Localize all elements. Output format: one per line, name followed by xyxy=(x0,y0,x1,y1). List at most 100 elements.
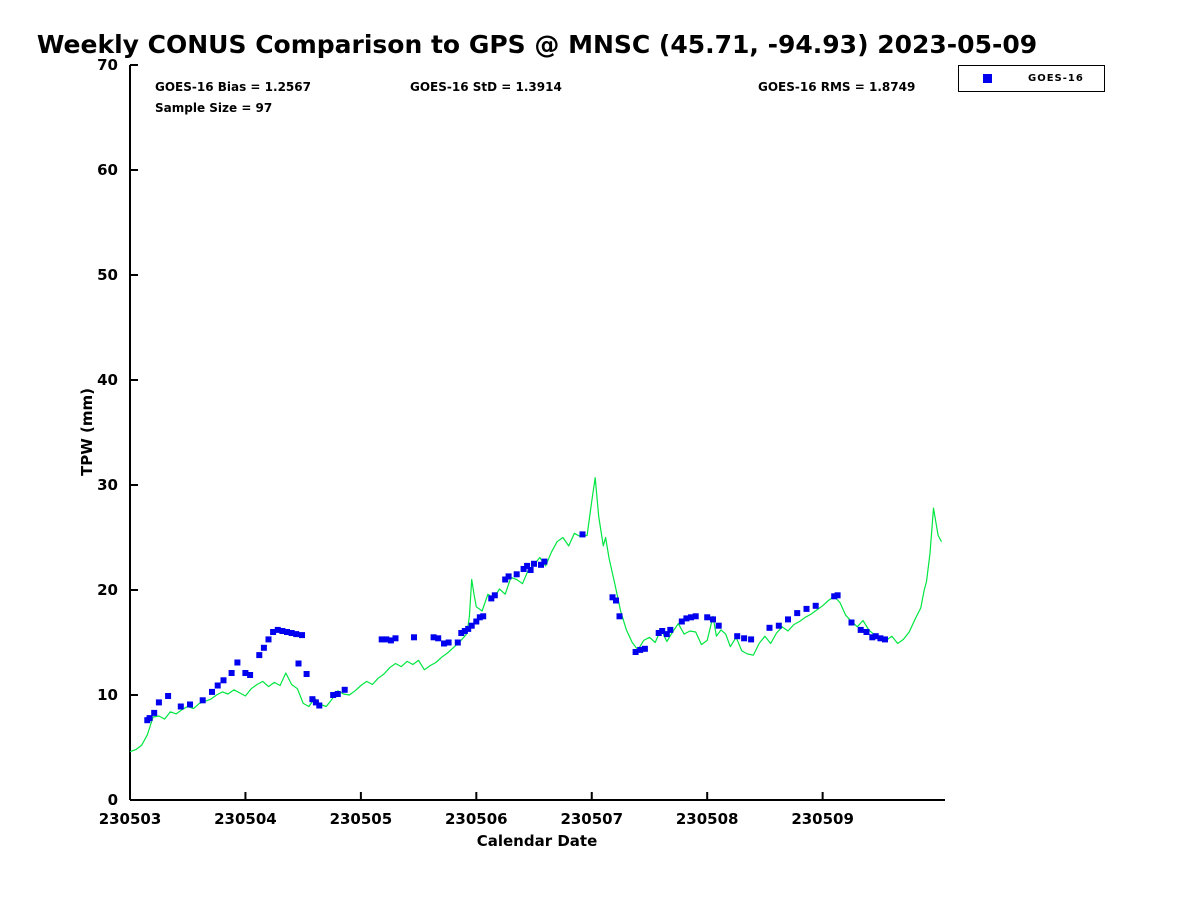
goes16-marker xyxy=(834,592,841,599)
goes16-marker xyxy=(288,630,295,636)
goes16-marker xyxy=(538,561,544,568)
goes16-marker xyxy=(155,699,162,706)
goes16-marker xyxy=(458,630,465,636)
goes16-marker xyxy=(527,567,534,573)
goes16-marker xyxy=(785,616,791,623)
x-tick-label: 230507 xyxy=(560,810,623,828)
goes16-marker xyxy=(312,699,319,706)
goes16-marker xyxy=(692,613,699,620)
goes16-marker xyxy=(863,629,870,635)
rms-annotation: GOES-16 RMS = 1.8749 xyxy=(758,80,916,94)
goes16-marker xyxy=(877,635,884,642)
x-tick-label: 230503 xyxy=(99,810,162,828)
goes16-marker xyxy=(454,639,461,646)
std-annotation: GOES-16 StD = 1.3914 xyxy=(410,80,562,94)
x-axis-label: Calendar Date xyxy=(476,832,598,850)
x-tick-label: 230508 xyxy=(676,810,739,828)
goes16-marker xyxy=(476,614,483,621)
goes16-marker xyxy=(632,649,639,655)
goes16-marker xyxy=(435,635,442,642)
y-tick-label: 0 xyxy=(108,791,118,809)
goes16-marker xyxy=(187,701,193,708)
goes16-marker xyxy=(616,613,623,620)
goes16-marker xyxy=(715,622,722,629)
goes16-marker xyxy=(234,659,241,666)
goes16-marker xyxy=(177,703,184,710)
goes16-marker xyxy=(678,618,685,625)
goes16-marker xyxy=(803,605,810,612)
goes16-marker xyxy=(663,631,670,638)
goes16-marker xyxy=(411,634,417,641)
goes16-marker xyxy=(775,622,782,629)
y-tick-label: 20 xyxy=(97,581,118,599)
goes16-marker xyxy=(848,619,855,626)
legend-entry-label: GOES-16 xyxy=(1028,73,1084,84)
goes16-marker xyxy=(683,615,690,622)
x-tick-label: 230505 xyxy=(330,810,393,828)
sample-size-annotation: Sample Size = 97 xyxy=(155,101,273,115)
goes16-marker xyxy=(330,692,337,698)
goes16-marker xyxy=(309,696,316,703)
goes16-marker xyxy=(531,560,537,567)
goes16-marker xyxy=(465,625,472,632)
goes16-marker xyxy=(688,614,694,621)
goes16-marker xyxy=(468,622,475,629)
goes16-marker xyxy=(220,677,227,684)
goes16-marker xyxy=(378,636,385,643)
goes16-marker xyxy=(655,630,662,636)
goes16-marker xyxy=(445,639,452,646)
goes16-marker xyxy=(260,644,267,651)
y-tick-label: 30 xyxy=(97,476,118,494)
y-tick-label: 50 xyxy=(97,266,118,284)
goes16-marker xyxy=(710,616,716,623)
goes16-marker xyxy=(579,531,586,538)
y-tick-label: 70 xyxy=(97,56,118,74)
goes16-marker xyxy=(209,688,215,695)
goes16-marker xyxy=(766,624,773,631)
x-tick-label: 230506 xyxy=(445,810,508,828)
goes16-marker xyxy=(242,670,249,676)
goes16-marker xyxy=(199,697,206,704)
goes16-marker xyxy=(247,672,254,678)
goes16-marker xyxy=(812,602,819,609)
goes16-marker xyxy=(869,634,876,641)
goes16-marker xyxy=(383,636,390,643)
goes16-marker xyxy=(480,613,487,620)
chart-title: Weekly CONUS Comparison to GPS @ MNSC (4… xyxy=(36,30,1038,59)
goes16-marker xyxy=(609,594,616,601)
goes16-marker xyxy=(165,693,172,699)
goes16-marker xyxy=(387,637,394,644)
goes16-marker xyxy=(430,634,437,641)
goes16-marker xyxy=(541,558,548,565)
goes16-marker xyxy=(392,635,399,642)
legend-square-marker-icon xyxy=(983,74,992,83)
goes16-marker xyxy=(748,636,755,643)
goes16-marker xyxy=(279,628,286,634)
goes16-marker xyxy=(295,660,302,667)
goes16-marker xyxy=(794,610,801,617)
goes16-marker xyxy=(256,652,263,659)
goes16-marker xyxy=(146,715,153,722)
bias-annotation: GOES-16 Bias = 1.2567 xyxy=(155,80,311,94)
goes16-marker xyxy=(341,686,348,693)
goes16-marker xyxy=(741,635,748,642)
goes16-marker xyxy=(214,682,221,689)
goes16-marker xyxy=(441,640,447,647)
goes16-marker xyxy=(667,626,674,633)
gps-line-series xyxy=(129,477,943,753)
y-tick-label: 40 xyxy=(97,371,118,389)
goes16-marker xyxy=(637,646,644,653)
goes16-marker xyxy=(334,691,341,697)
goes16-marker xyxy=(872,633,879,640)
goes16-marker xyxy=(704,614,711,621)
goes16-marker xyxy=(520,566,527,572)
goes16-marker xyxy=(265,636,272,643)
goes16-marker xyxy=(488,595,495,602)
goes16-marker xyxy=(461,628,468,634)
goes16-marker xyxy=(502,576,509,583)
goes16-marker xyxy=(831,593,838,600)
goes16-marker xyxy=(303,671,310,677)
goes16-marker xyxy=(513,571,520,578)
legend-box: GOES-16 xyxy=(958,65,1105,92)
